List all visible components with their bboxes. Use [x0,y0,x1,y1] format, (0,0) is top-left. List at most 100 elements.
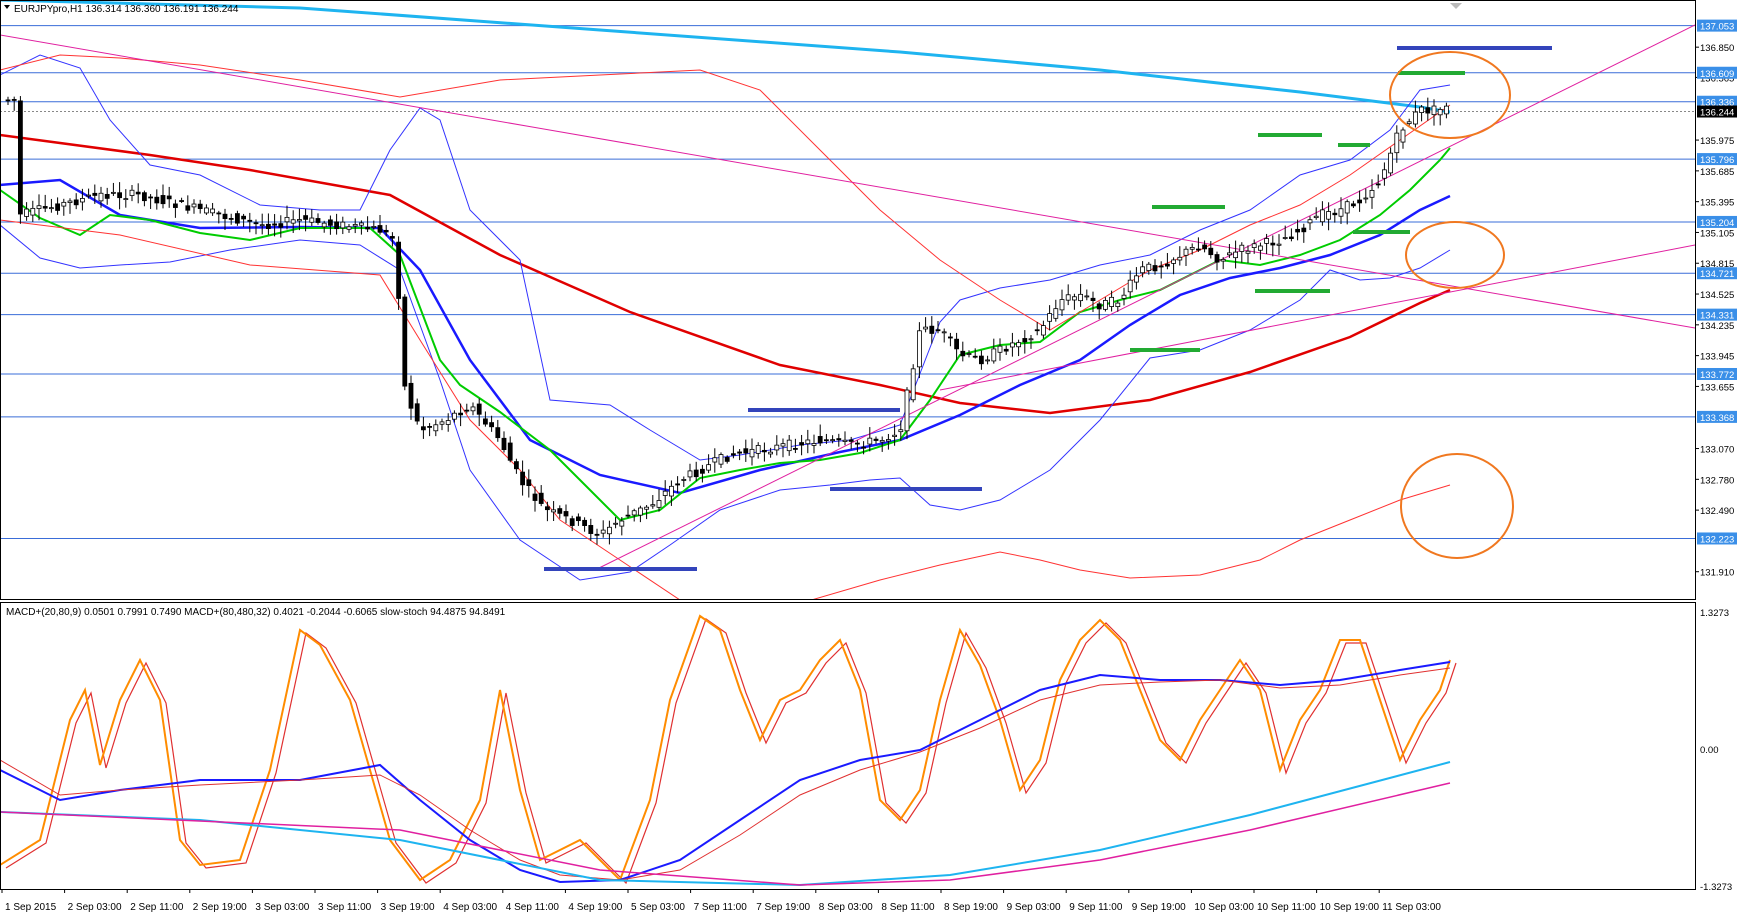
candle[interactable] [774,435,780,456]
candle[interactable] [309,209,315,226]
candle[interactable] [36,194,42,221]
candle[interactable] [638,505,643,523]
candle[interactable] [1109,290,1114,312]
candle[interactable] [1363,188,1369,204]
candle[interactable] [1270,235,1276,257]
candle[interactable] [514,458,519,474]
candle[interactable] [203,204,209,215]
candle[interactable] [1053,299,1059,322]
candle[interactable] [817,424,823,447]
candle[interactable] [972,348,978,359]
candle[interactable] [656,489,662,512]
candle[interactable] [1171,257,1176,275]
candle[interactable] [731,445,736,459]
candle[interactable] [1214,251,1220,271]
candle[interactable] [594,528,600,545]
candle[interactable] [1382,162,1387,186]
candle[interactable] [607,520,612,545]
annotation-circle[interactable] [1405,221,1505,289]
candle[interactable] [662,480,668,505]
candle[interactable] [49,198,54,213]
candle[interactable] [1090,291,1096,313]
candle[interactable] [755,442,761,459]
candle[interactable] [321,220,327,233]
candle[interactable] [917,322,922,379]
candle[interactable] [290,210,296,233]
candle[interactable] [67,198,73,214]
candle[interactable] [86,188,91,199]
candle[interactable] [569,515,575,532]
candle[interactable] [1444,102,1449,119]
candle[interactable] [141,190,147,207]
candle[interactable] [1115,300,1121,312]
candle[interactable] [520,460,525,496]
candle[interactable] [1313,207,1319,220]
candle[interactable] [799,434,804,456]
candle[interactable] [619,517,625,536]
candle[interactable] [482,411,488,427]
candle[interactable] [427,423,433,437]
candle[interactable] [538,485,544,507]
candle[interactable] [1208,241,1214,259]
candle[interactable] [1065,284,1071,306]
candle[interactable] [563,504,569,524]
candle[interactable] [724,455,730,464]
candle[interactable] [1220,257,1226,270]
candle[interactable] [861,441,866,455]
candle[interactable] [848,436,854,450]
candle[interactable] [979,350,984,370]
candle[interactable] [898,420,904,441]
candle[interactable] [762,442,767,462]
candle[interactable] [129,185,135,202]
candle[interactable] [408,375,414,420]
candle[interactable] [551,501,556,521]
candle[interactable] [954,332,959,360]
candle[interactable] [179,197,185,203]
annotation-circle[interactable] [1389,51,1511,139]
candle[interactable] [904,387,910,440]
candle[interactable] [1332,208,1338,223]
candle[interactable] [1320,201,1325,226]
candle[interactable] [1406,118,1412,127]
candle[interactable] [420,416,426,439]
candle[interactable] [284,205,290,230]
candle[interactable] [1165,253,1170,270]
candle[interactable] [824,433,829,444]
candle[interactable] [346,223,352,233]
candle[interactable] [910,364,916,403]
candle[interactable] [470,402,476,416]
candle[interactable] [786,434,792,456]
candle[interactable] [706,454,711,474]
candle[interactable] [1295,219,1300,241]
candle[interactable] [1419,104,1424,122]
candle[interactable] [123,189,129,208]
candle[interactable] [948,332,953,347]
candle[interactable] [247,212,253,233]
candle[interactable] [154,189,160,210]
candle[interactable] [600,520,606,538]
candle[interactable] [867,427,873,452]
candle[interactable] [1084,289,1090,301]
candle[interactable] [1103,297,1108,312]
candle[interactable] [278,215,284,238]
candle[interactable] [24,202,30,221]
candle[interactable] [1369,179,1375,209]
candle[interactable] [1041,320,1046,339]
candle[interactable] [148,194,154,209]
candle[interactable] [222,208,228,230]
candle[interactable] [166,186,172,208]
candle[interactable] [830,435,835,444]
candle[interactable] [681,476,687,487]
candle[interactable] [160,184,166,209]
candle[interactable] [526,469,532,498]
candle[interactable] [1134,267,1139,290]
candle[interactable] [352,218,358,234]
candle[interactable] [315,213,321,225]
candle[interactable] [588,518,594,541]
candle[interactable] [30,200,36,222]
candle[interactable] [489,415,495,432]
candle[interactable] [389,232,395,247]
candle[interactable] [1177,246,1183,266]
shift-marker-icon[interactable] [1450,3,1462,9]
